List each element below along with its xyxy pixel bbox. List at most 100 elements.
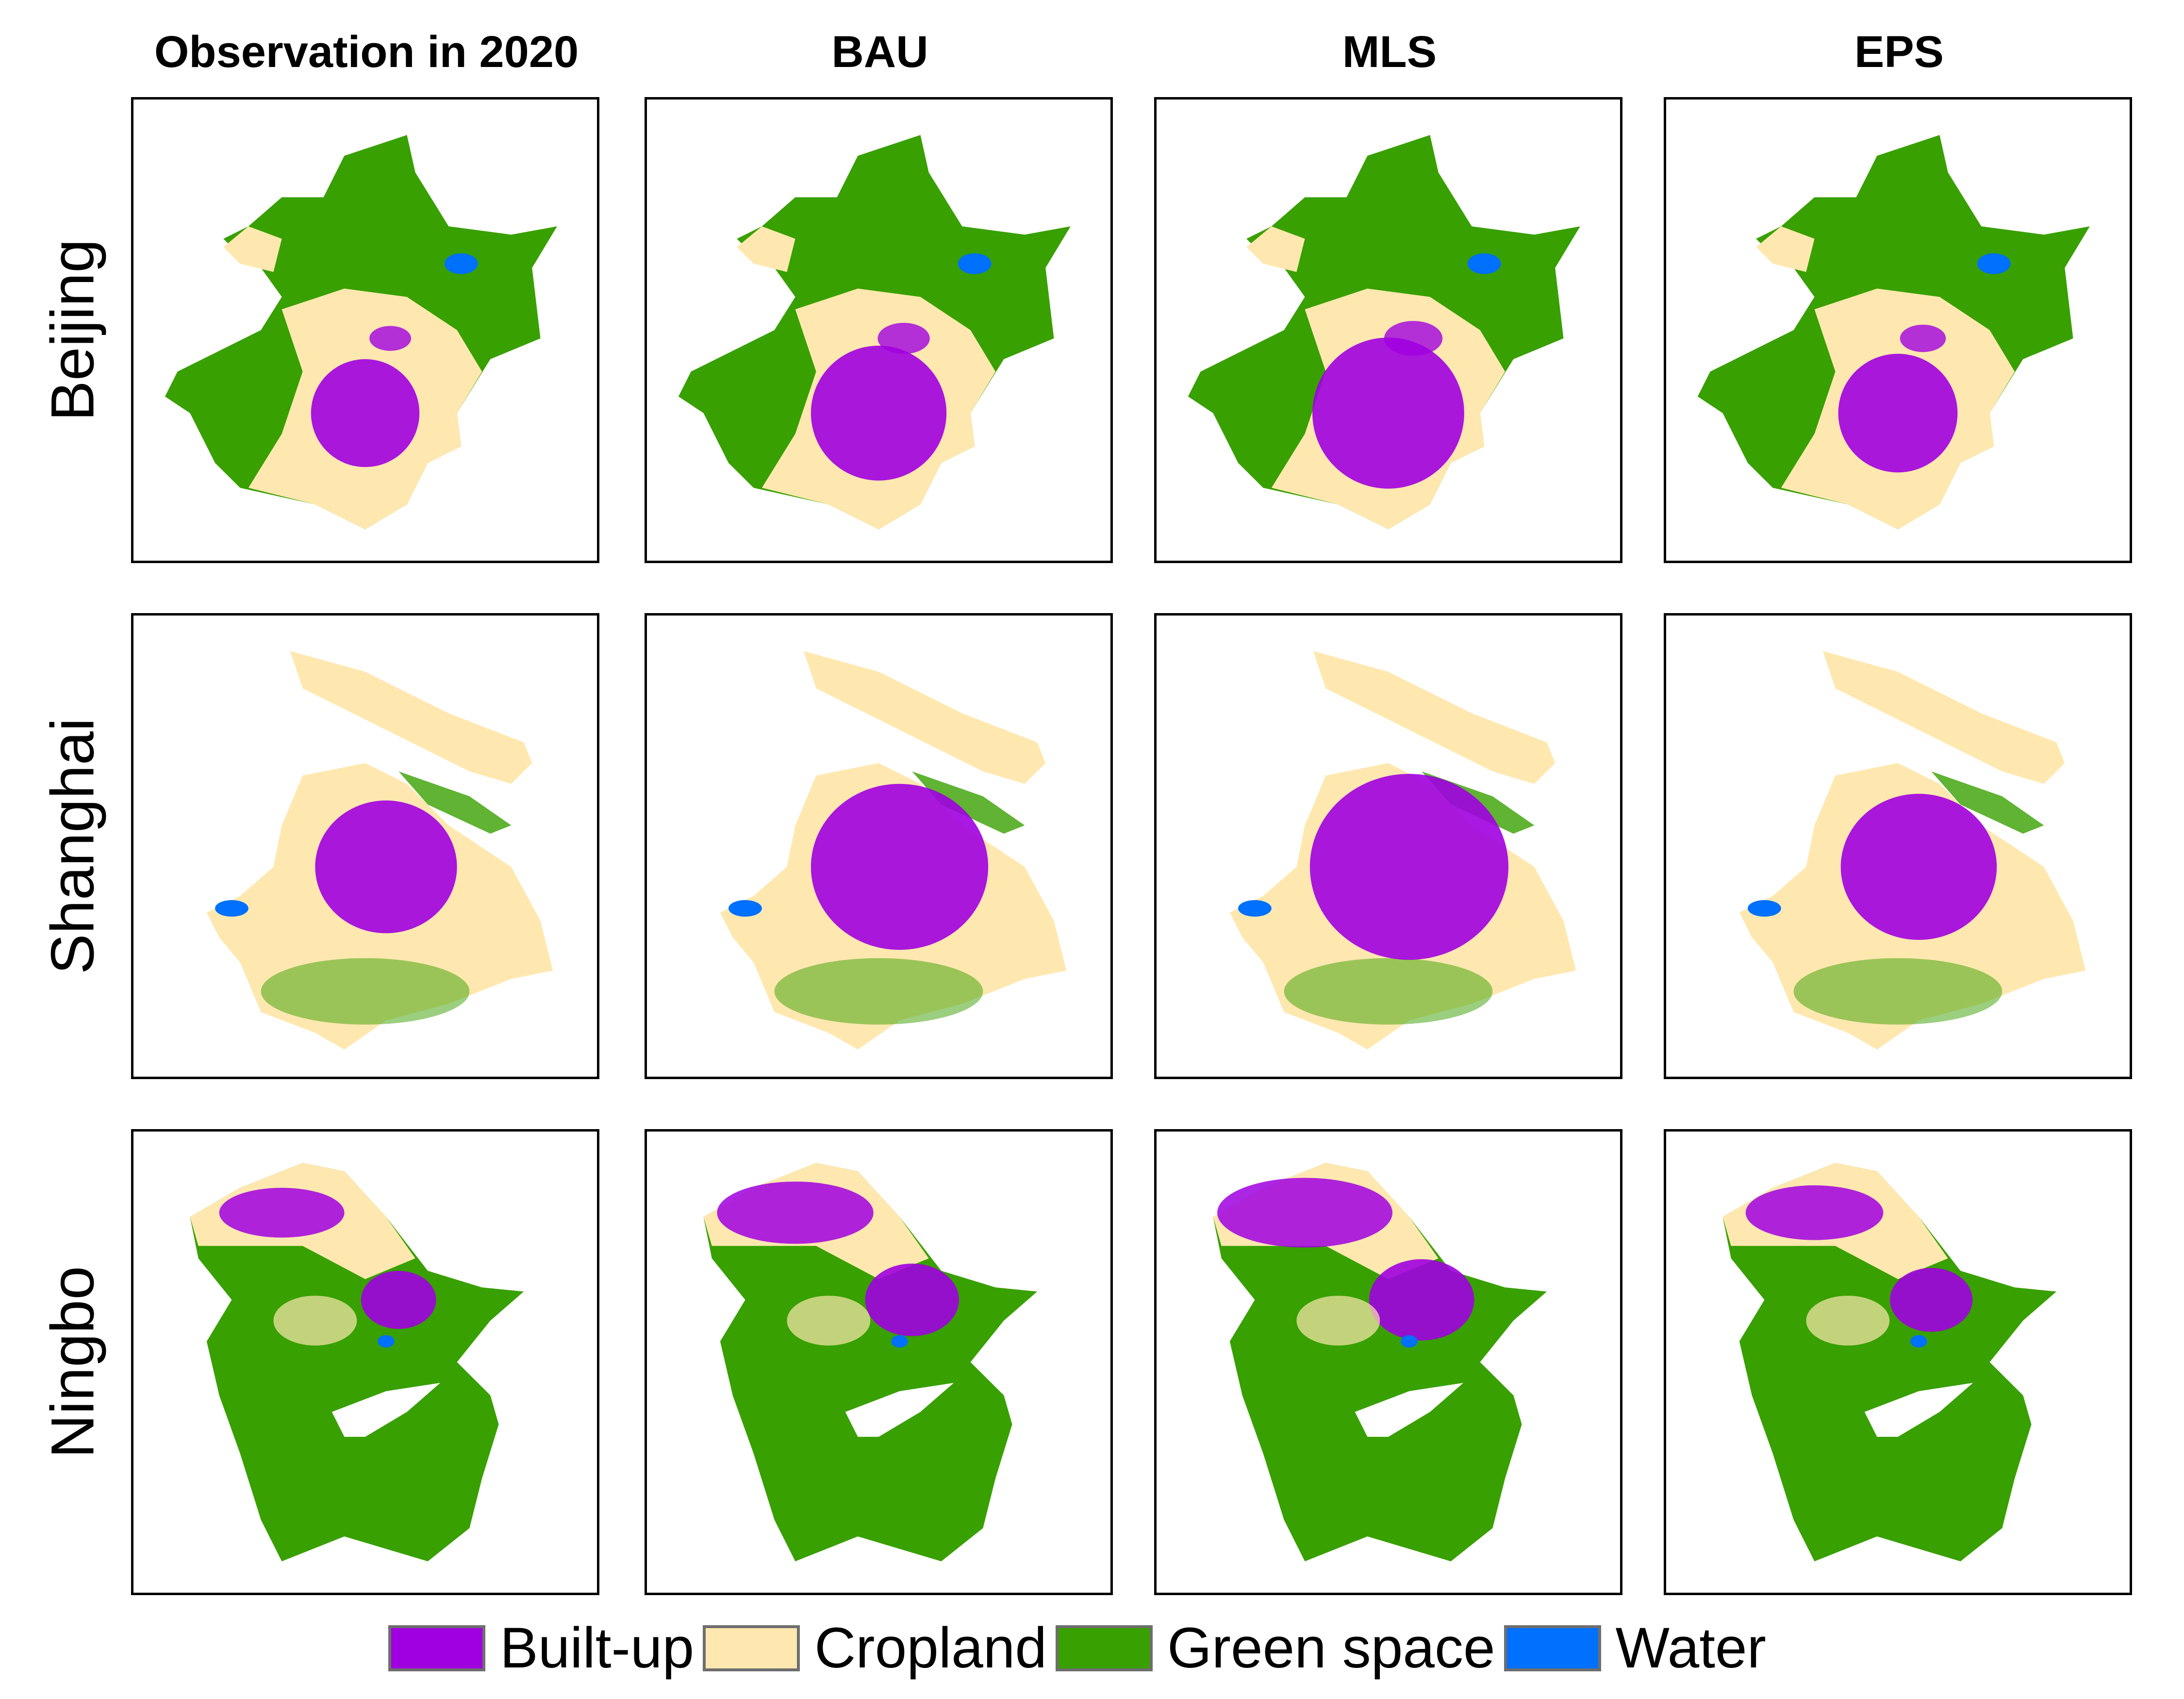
water-region [1467,253,1501,274]
built-up-region [219,1187,345,1238]
built-up-region [311,359,420,467]
map-panel-beijing-bau [645,97,1113,563]
legend-item-cropland: Cropland [703,1615,1047,1681]
water-region [958,253,992,274]
built-up-region [315,800,457,933]
built-up-region [717,1182,874,1244]
water-bay [1355,1383,1464,1437]
row-label-text: Ningbo [39,1266,107,1459]
water-region [891,1335,908,1348]
map-panel-beijing-observation-in-2020 [131,97,599,563]
water-bay [1864,1383,1973,1437]
water-region [1977,253,2011,274]
map-panel-shanghai-observation-in-2020 [131,613,599,1079]
legend-item-built-up: Built-up [388,1615,694,1681]
green-space-region [190,1163,524,1562]
water-region [1748,900,1781,917]
water-region [215,900,248,917]
legend-swatch-built-up [388,1625,485,1671]
green-island [398,771,512,834]
green-island [1931,771,2044,834]
water-region [378,1335,395,1348]
land-use-map [1213,1163,1547,1562]
land-use-map [190,1163,524,1562]
land-use-map [165,135,557,530]
column-title: Observation in 2020 [154,27,579,77]
land-use-map [678,135,1071,530]
legend: Built-up Cropland Green space Water [388,1616,1775,1680]
map-panel-ningbo-bau [645,1129,1113,1595]
cropland-region [273,1296,357,1346]
green-space-region [703,1163,1038,1562]
green-space-region [1284,958,1493,1025]
water-region [1910,1335,1927,1348]
land-use-map [1739,651,2086,1049]
cropland-island [803,651,1046,784]
map-panel-shanghai-eps [1664,613,2132,1079]
legend-label: Water [1615,1616,1766,1680]
map-panel-ningbo-observation-in-2020 [131,1129,599,1595]
built-up-region [1309,774,1509,960]
cropland-island [290,651,532,784]
legend-item-water: Water [1504,1615,1766,1681]
cropland-region [1806,1296,1890,1346]
built-up-region [361,1270,436,1329]
land-use-map [703,1163,1038,1562]
built-up-region [811,783,989,950]
land-use-map [1697,135,2090,530]
built-up-region [1217,1178,1393,1248]
legend-swatch-green-space [1055,1625,1153,1671]
built-up-region [1890,1267,1973,1332]
water-bay [845,1383,954,1437]
green-space-region [1722,1163,2057,1562]
green-island [912,771,1025,834]
map-panel-ningbo-mls [1154,1129,1622,1595]
built-up-region [1384,321,1443,356]
green-space-region [1793,958,2002,1025]
column-title: MLS [1342,27,1437,77]
built-up-region [1900,324,1946,352]
land-use-map [1229,651,1576,1049]
cropland-region [1296,1296,1380,1346]
map-panel-shanghai-bau [645,613,1113,1079]
water-bay [331,1383,441,1437]
cropland-region [1246,226,1305,272]
water-region [1238,900,1272,917]
built-up-region [1840,794,1997,940]
water-region [1401,1335,1418,1348]
land-use-map [1188,135,1580,530]
map-panel-beijing-eps [1664,97,2132,563]
map-panel-ningbo-eps [1664,1129,2132,1595]
land-use-map [1722,1163,2057,1562]
row-label-text: Beijing [39,239,107,421]
legend-label: Green space [1167,1616,1495,1680]
green-space-region [774,958,983,1025]
legend-swatch-cropland [703,1625,800,1671]
built-up-region [1369,1259,1474,1341]
built-up-region [369,326,412,351]
cropland-island [1822,651,2065,784]
water-region [444,253,478,274]
cropland-region [787,1296,871,1346]
map-panel-beijing-mls [1154,97,1622,563]
green-space-region [261,958,470,1025]
legend-item-green-space: Green space [1055,1615,1495,1681]
green-space-region [1213,1163,1547,1562]
cropland-island [1313,651,1555,784]
legend-label: Built-up [500,1616,695,1680]
built-up-region [865,1263,959,1336]
built-up-region [877,323,930,354]
map-panel-shanghai-mls [1154,613,1622,1079]
column-title: EPS [1854,27,1944,77]
water-region [728,900,762,917]
land-use-map [206,651,553,1049]
cropland-region [1756,226,1815,272]
column-title: BAU [831,27,928,77]
land-use-map [720,651,1067,1049]
legend-label: Cropland [814,1616,1047,1680]
built-up-region [1312,337,1464,489]
cropland-region [737,226,795,272]
legend-swatch-water [1504,1625,1601,1671]
built-up-region [1838,353,1958,473]
built-up-region [1745,1185,1884,1240]
